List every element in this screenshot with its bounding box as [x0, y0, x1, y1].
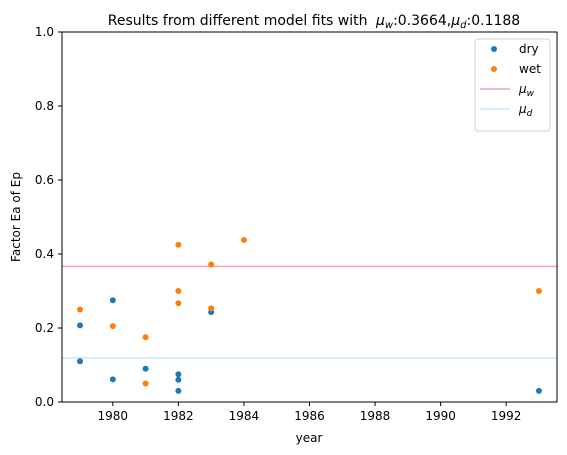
chart-title: Results from different model fits with μ…	[108, 13, 520, 31]
point-wet-6	[175, 300, 182, 307]
point-wet-8	[208, 305, 215, 312]
x-axis-label: year	[296, 431, 323, 445]
point-dry-3	[109, 376, 116, 383]
y-tick-label-0.2: 0.2	[35, 321, 54, 335]
title-mu-w: μ	[375, 13, 385, 29]
legend-label-mu-d: μd	[518, 102, 533, 119]
legend-label-wet: wet	[519, 62, 541, 76]
legend-box	[474, 38, 551, 132]
x-tick-label-1988: 1988	[360, 409, 391, 423]
point-dry-7	[175, 387, 182, 394]
x-tick-label-1982: 1982	[163, 409, 194, 423]
legend-label-mu-w: μw	[518, 82, 535, 99]
x-tick-label-1980: 1980	[98, 409, 129, 423]
y-axis-label: Factor Ea of Ep	[9, 172, 23, 262]
x-tick-label-1992: 1992	[491, 409, 522, 423]
title-mu-d-sub: d	[460, 20, 467, 31]
data-points	[77, 236, 542, 394]
title-mu-d-value: :0.1188	[467, 13, 521, 29]
point-dry-5	[175, 371, 182, 378]
point-wet-1	[109, 323, 116, 330]
point-dry-1	[77, 358, 84, 365]
x-tick-label-1986: 1986	[294, 409, 325, 423]
title-mu-w-value: :0.3664,	[393, 13, 451, 29]
point-dry-0	[77, 322, 84, 329]
point-dry-9	[535, 387, 542, 394]
point-wet-10	[535, 288, 542, 294]
legend-marker-wet	[491, 66, 497, 72]
x-tick-label-1990: 1990	[425, 409, 456, 423]
title-mu-d: μ	[450, 13, 460, 29]
y-tick-label-0.8: 0.8	[35, 99, 54, 113]
title-mu-w-sub: w	[385, 20, 394, 31]
point-wet-5	[175, 288, 182, 294]
point-dry-4	[142, 365, 149, 372]
point-dry-6	[175, 376, 182, 383]
y-tick-label-1.0: 1.0	[35, 25, 54, 39]
point-wet-9	[240, 236, 247, 243]
point-wet-2	[142, 334, 149, 341]
y-tick-label-0.0: 0.0	[35, 395, 54, 409]
point-wet-3	[142, 380, 149, 387]
y-tick-label-0.6: 0.6	[35, 173, 54, 187]
legend-marker-dry	[491, 46, 497, 52]
x-tick-label-1984: 1984	[229, 409, 260, 423]
legend-label-dry: dry	[519, 42, 539, 56]
point-wet-4	[175, 241, 182, 248]
reference-lines	[62, 265, 557, 359]
point-wet-0	[77, 306, 84, 313]
title-text: Results from different model fits with	[108, 13, 368, 29]
x-axis-ticks: 1980 1982 1984 1986 1988 1990 1992	[98, 402, 522, 423]
point-wet-7	[208, 261, 215, 268]
y-axis-ticks: 0.0 0.2 0.4 0.6 0.8 1.0	[35, 25, 62, 409]
y-tick-label-0.4: 0.4	[35, 247, 54, 261]
point-dry-2	[109, 297, 116, 304]
legend: dry wet μw μd	[474, 38, 551, 132]
